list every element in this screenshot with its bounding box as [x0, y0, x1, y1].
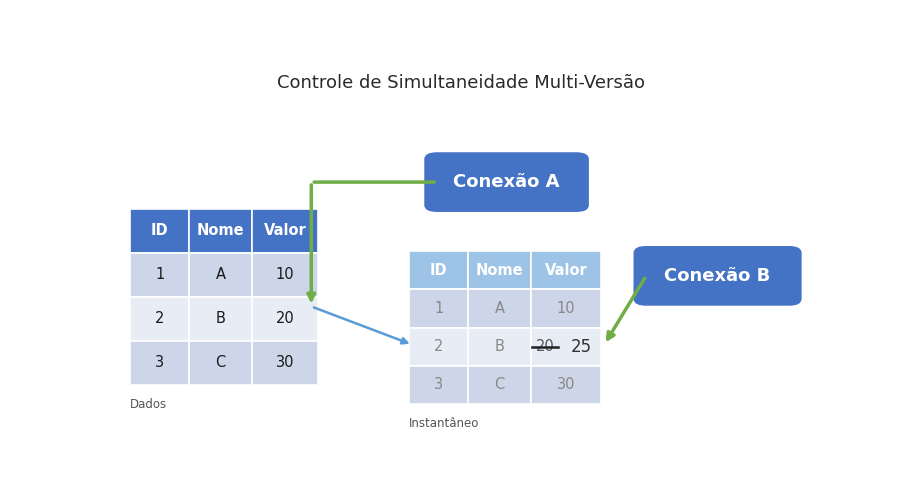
- Text: 10: 10: [275, 267, 294, 282]
- Text: 30: 30: [556, 377, 575, 393]
- Text: Controle de Simultaneidade Multi-Versão: Controle de Simultaneidade Multi-Versão: [277, 74, 645, 91]
- Text: 1: 1: [434, 301, 443, 316]
- Text: B: B: [495, 339, 505, 354]
- Text: Nome: Nome: [476, 262, 524, 278]
- Text: 3: 3: [434, 377, 443, 393]
- FancyBboxPatch shape: [189, 297, 252, 341]
- Text: Instantâneo: Instantâneo: [409, 416, 480, 430]
- Text: 1: 1: [155, 267, 164, 282]
- FancyBboxPatch shape: [531, 328, 601, 366]
- FancyBboxPatch shape: [252, 209, 319, 253]
- FancyBboxPatch shape: [409, 251, 468, 289]
- FancyBboxPatch shape: [189, 341, 252, 385]
- Text: B: B: [216, 312, 226, 327]
- Text: Dados: Dados: [130, 398, 167, 411]
- FancyBboxPatch shape: [252, 341, 319, 385]
- FancyBboxPatch shape: [468, 366, 531, 404]
- Text: 20: 20: [275, 312, 294, 327]
- FancyBboxPatch shape: [424, 152, 589, 212]
- FancyBboxPatch shape: [468, 328, 531, 366]
- FancyBboxPatch shape: [130, 341, 189, 385]
- Text: A: A: [216, 267, 226, 282]
- Text: A: A: [495, 301, 505, 316]
- Text: C: C: [494, 377, 505, 393]
- Text: 25: 25: [571, 337, 592, 356]
- FancyBboxPatch shape: [189, 209, 252, 253]
- Text: Conexão A: Conexão A: [454, 173, 560, 191]
- FancyBboxPatch shape: [409, 289, 468, 328]
- Text: 3: 3: [155, 355, 164, 370]
- Text: Conexão B: Conexão B: [664, 267, 770, 285]
- FancyBboxPatch shape: [130, 209, 189, 253]
- FancyBboxPatch shape: [130, 253, 189, 297]
- Text: Valor: Valor: [544, 262, 587, 278]
- FancyBboxPatch shape: [531, 366, 601, 404]
- Text: 30: 30: [276, 355, 294, 370]
- FancyBboxPatch shape: [468, 289, 531, 328]
- FancyBboxPatch shape: [252, 253, 319, 297]
- FancyBboxPatch shape: [252, 297, 319, 341]
- Text: Nome: Nome: [197, 223, 245, 239]
- FancyBboxPatch shape: [409, 366, 468, 404]
- Text: 2: 2: [155, 312, 165, 327]
- Text: 2: 2: [434, 339, 444, 354]
- FancyBboxPatch shape: [409, 328, 468, 366]
- FancyBboxPatch shape: [634, 246, 802, 306]
- Text: 10: 10: [556, 301, 575, 316]
- Text: 20: 20: [536, 339, 554, 354]
- FancyBboxPatch shape: [189, 253, 252, 297]
- FancyBboxPatch shape: [468, 251, 531, 289]
- FancyBboxPatch shape: [130, 297, 189, 341]
- Text: ID: ID: [151, 223, 168, 239]
- FancyBboxPatch shape: [531, 251, 601, 289]
- Text: Valor: Valor: [264, 223, 307, 239]
- FancyBboxPatch shape: [531, 289, 601, 328]
- Text: C: C: [215, 355, 226, 370]
- Text: ID: ID: [430, 262, 447, 278]
